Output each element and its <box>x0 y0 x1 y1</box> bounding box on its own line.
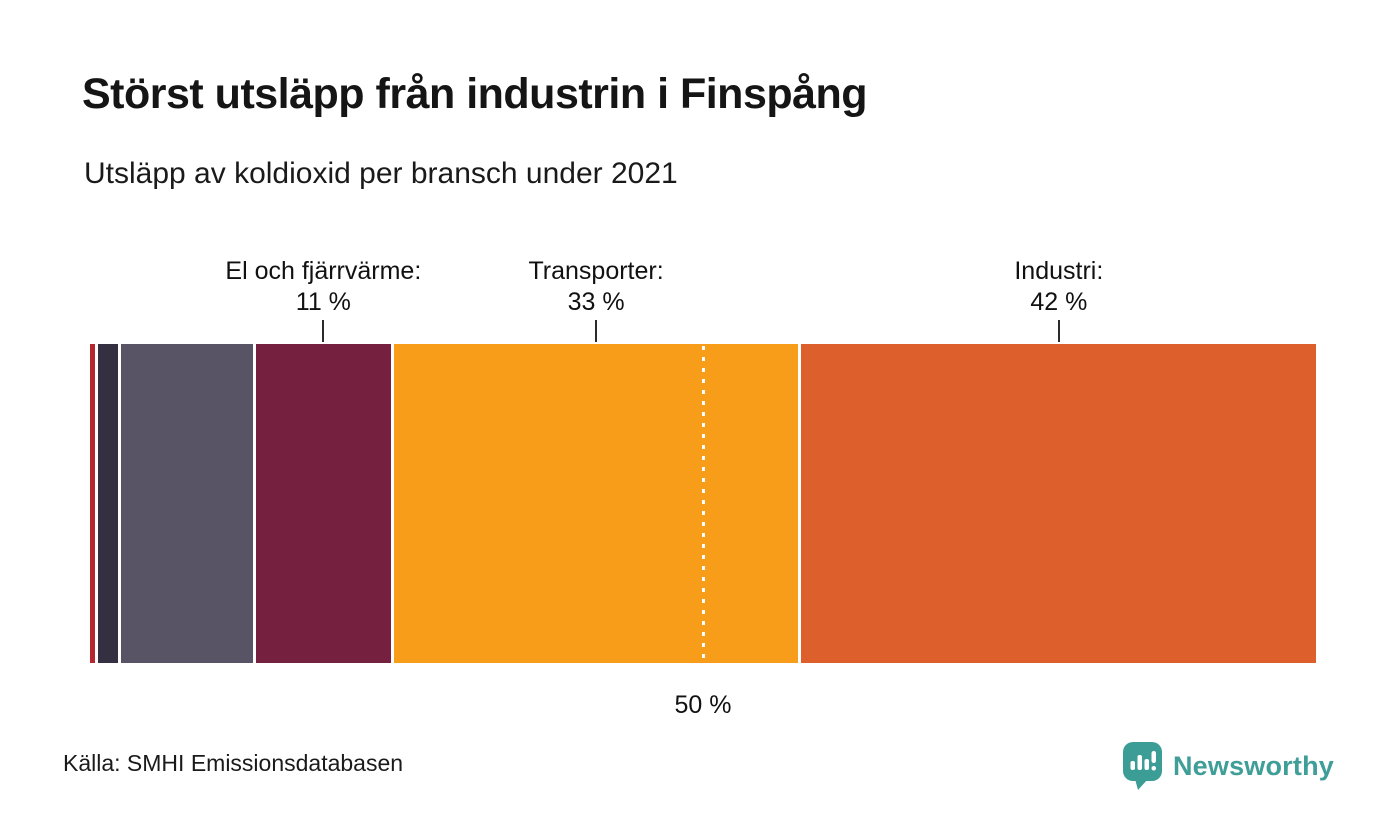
segment-label: Industri: 42 % <box>1014 256 1103 318</box>
bar-segment-5 <box>801 344 1316 663</box>
segment-tick <box>595 320 598 342</box>
segment-label-value: 42 % <box>1030 288 1088 316</box>
bar-segment-2 <box>120 344 253 663</box>
fifty-percent-label: 50 % <box>674 691 732 719</box>
source-caption: Källa: SMHI Emissionsdatabasen <box>63 750 404 776</box>
bar-row <box>90 344 1316 663</box>
segment-label-name: Transporter: <box>528 257 664 285</box>
newsworthy-wordmark: Newsworthy <box>1172 750 1334 781</box>
segment-tick <box>322 320 325 342</box>
segment-label-name: El och fjärrvärme: <box>225 257 422 285</box>
segment-label: El och fjärrvärme: 11 % <box>225 256 421 318</box>
segment-label-value: 11 % <box>295 288 351 316</box>
segment-label: Transporter: 33 % <box>528 256 663 318</box>
segment-tick <box>1057 320 1060 342</box>
segment-label-value: 33 % <box>567 288 625 316</box>
bar-segment-4 <box>393 344 799 663</box>
newsworthy-logo: Newsworthy <box>1122 740 1334 792</box>
fifty-percent-dotted-line <box>701 346 705 661</box>
segment-label-name: Industri: <box>1014 257 1104 285</box>
stacked-bar-chart: El och fjärrvärme: 11 % Transporter: 33 % In… <box>90 257 1316 719</box>
newsworthy-speech-bubble-icon <box>1122 742 1162 790</box>
chart-subtitle: Utsläpp av koldioxid per bransch under 2… <box>84 157 678 190</box>
bar-segment-0 <box>90 344 95 663</box>
bar-segment-3 <box>255 344 391 663</box>
chart-title: Störst utsläpp från industrin i Finspång <box>82 70 868 118</box>
bar-segment-1 <box>97 344 118 663</box>
